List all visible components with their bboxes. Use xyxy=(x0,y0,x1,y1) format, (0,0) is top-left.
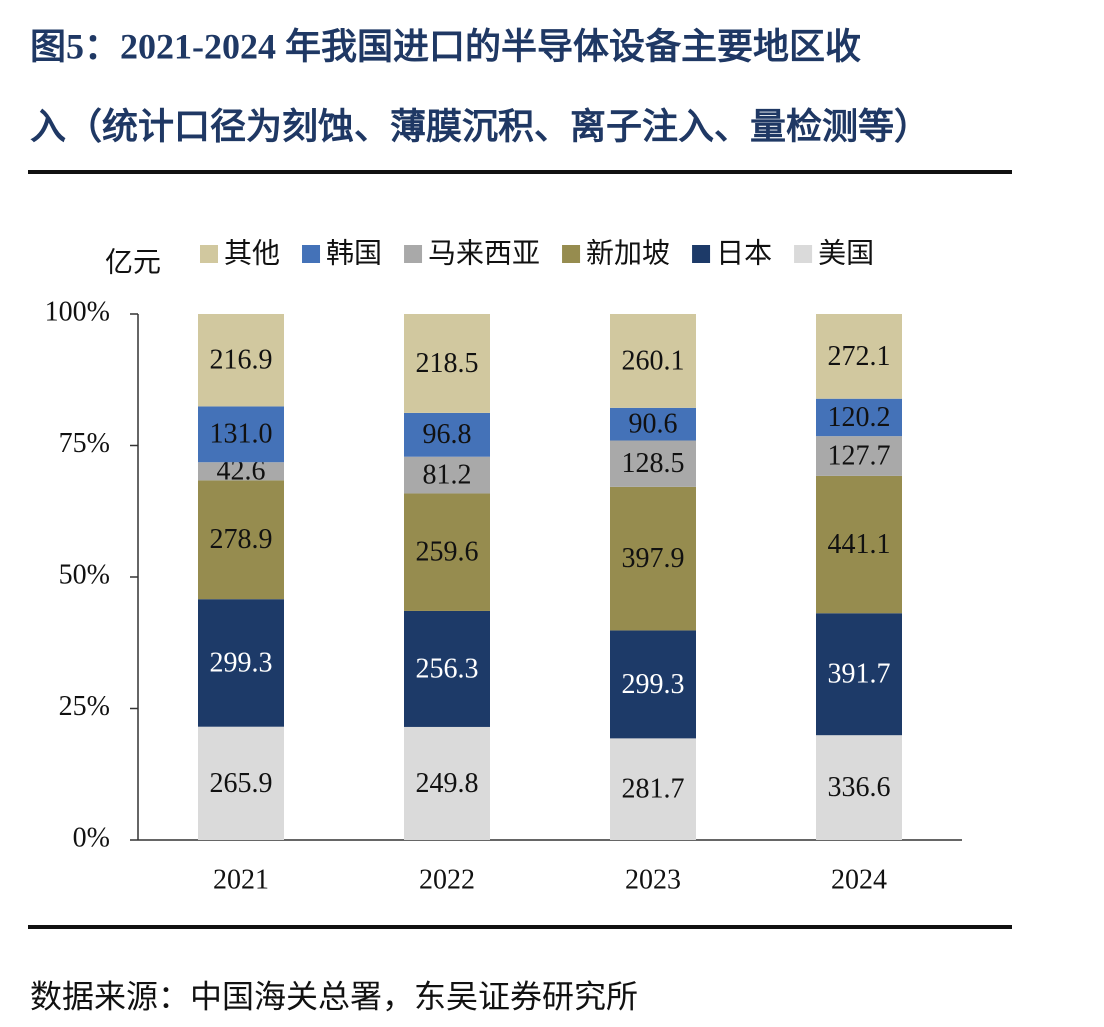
data-label: 260.1 xyxy=(622,345,685,376)
bar-segment xyxy=(404,610,490,727)
chart-title: 入（统计口径为刻蚀、薄膜沉积、离子注入、量检测等） xyxy=(30,106,930,146)
data-label: 90.6 xyxy=(629,409,678,440)
y-axis-label: 亿元 xyxy=(105,246,161,278)
bar-segment xyxy=(816,436,902,476)
data-label: 441.1 xyxy=(828,529,891,560)
data-label: 127.7 xyxy=(828,440,891,471)
rule xyxy=(28,925,1012,929)
bar-segment xyxy=(404,456,490,494)
y-tick-label: 25% xyxy=(59,691,110,722)
bar-segment xyxy=(610,738,696,840)
y-tick-label: 50% xyxy=(59,559,110,590)
legend-label: 韩国 xyxy=(326,237,382,269)
data-label: 256.3 xyxy=(416,653,479,684)
bar-segment xyxy=(198,462,284,481)
data-label: 272.1 xyxy=(828,341,891,372)
data-label: 259.6 xyxy=(416,537,479,568)
data-label: 249.8 xyxy=(416,768,479,799)
bar-segment xyxy=(198,314,284,407)
legend-swatch xyxy=(794,245,813,263)
bar-segment xyxy=(610,630,696,739)
y-tick-label: 100% xyxy=(45,296,110,327)
data-label: 397.9 xyxy=(622,543,685,574)
bar-segment xyxy=(816,735,902,840)
data-label: 131.0 xyxy=(210,419,273,450)
data-label: 278.9 xyxy=(210,524,273,555)
y-tick-label: 0% xyxy=(73,822,110,853)
x-tick-label: 2022 xyxy=(419,864,475,895)
legend-swatch xyxy=(302,245,321,263)
data-label: 336.6 xyxy=(828,772,891,803)
x-tick-label: 2021 xyxy=(213,864,269,895)
rule xyxy=(28,170,1012,174)
chart-title: 图5：2021-2024 年我国进口的半导体设备主要地区收 xyxy=(30,26,861,66)
y-tick-label: 75% xyxy=(59,428,110,459)
data-label: 299.3 xyxy=(210,647,273,678)
legend-swatch xyxy=(562,245,581,263)
data-label: 81.2 xyxy=(423,459,472,490)
legend-label: 美国 xyxy=(818,237,874,269)
legend-label: 其他 xyxy=(224,237,280,269)
bar-segment xyxy=(816,398,902,437)
data-label: 218.5 xyxy=(416,348,479,379)
legend-swatch xyxy=(404,245,423,263)
x-tick-label: 2024 xyxy=(831,864,887,895)
bar-segment xyxy=(816,475,902,614)
data-label: 128.5 xyxy=(622,448,685,479)
bar-segment xyxy=(610,314,696,408)
legend-swatch xyxy=(692,245,711,263)
bar-segment xyxy=(404,412,490,457)
data-label: 96.8 xyxy=(423,419,472,450)
data-label: 299.3 xyxy=(622,669,685,700)
bar-segment xyxy=(404,314,490,413)
bar-segment xyxy=(816,613,902,736)
legend-label: 新加坡 xyxy=(586,237,670,269)
bar-segment xyxy=(816,314,902,399)
data-label: 216.9 xyxy=(210,345,273,376)
bar-segment xyxy=(198,726,284,840)
legend-label: 日本 xyxy=(716,237,772,269)
source: 数据来源：中国海关总署，东吴证券研究所 xyxy=(30,978,638,1014)
bar-segment xyxy=(198,480,284,600)
data-label: 281.7 xyxy=(622,774,685,805)
bar-segment xyxy=(610,486,696,631)
bar-segment xyxy=(198,599,284,727)
bar-segment xyxy=(610,440,696,487)
data-label: 120.2 xyxy=(828,402,891,433)
bar-segment xyxy=(198,406,284,463)
data-label: 391.7 xyxy=(828,659,891,690)
bar-segment xyxy=(404,493,490,611)
legend-swatch xyxy=(200,245,218,263)
data-label: 265.9 xyxy=(210,768,273,799)
bar-segment xyxy=(404,726,490,840)
bar-segment xyxy=(610,407,696,441)
legend-label: 马来西亚 xyxy=(428,237,540,269)
x-tick-label: 2023 xyxy=(625,864,681,895)
